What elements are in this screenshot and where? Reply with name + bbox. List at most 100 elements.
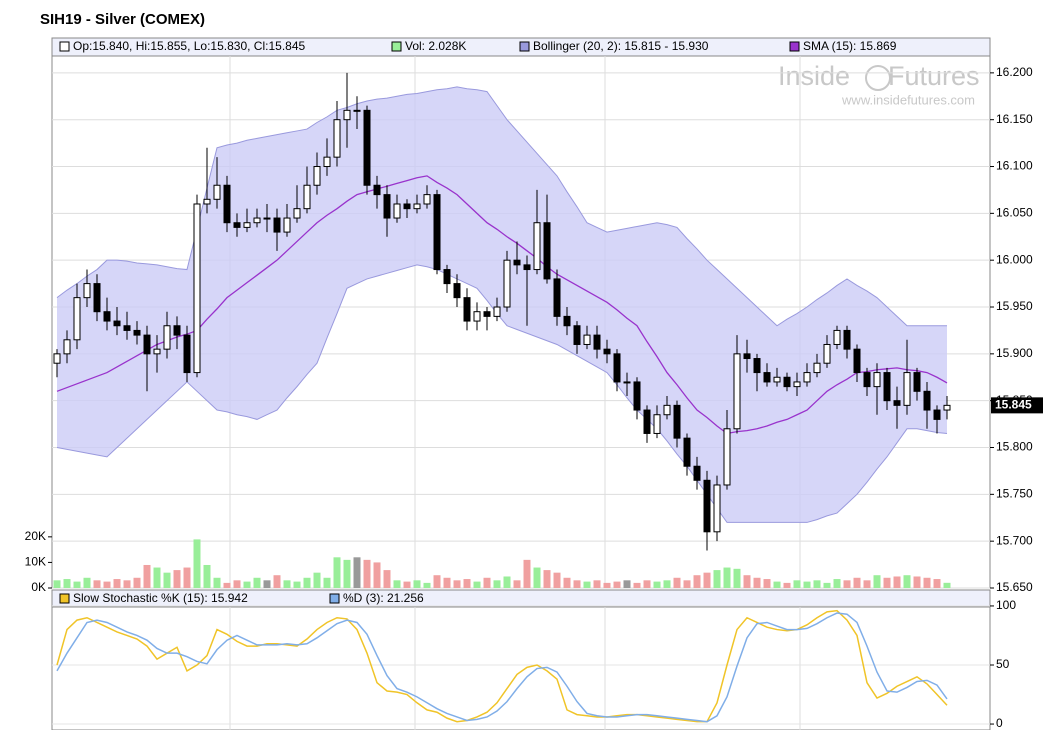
candle-body (273, 217, 281, 233)
candle-body (83, 283, 91, 299)
candle-body (713, 484, 721, 533)
candle-body (393, 203, 401, 219)
y2-tick-label: 0K (31, 580, 46, 594)
legend-label: %D (3): 21.256 (343, 591, 424, 605)
volume-bar (193, 539, 201, 588)
candle-body (673, 404, 681, 439)
y-tick-label: 16.050 (996, 206, 1033, 220)
candle-body (93, 283, 101, 313)
candle-body (433, 194, 441, 271)
candle-body (153, 348, 161, 355)
bollinger-upper (56, 86, 947, 327)
volume-bar (403, 581, 411, 588)
volume-bar (613, 581, 621, 588)
candle-body (483, 311, 491, 317)
y-tick-label: 16.200 (996, 65, 1033, 79)
candle-body (353, 109, 361, 112)
volume-bar (373, 562, 381, 588)
candle-body (843, 329, 851, 350)
candle-body (343, 109, 351, 121)
legend-swatch (391, 41, 402, 52)
legend-label: Bollinger (20, 2): 15.815 - 15.930 (533, 39, 709, 53)
candle-body (573, 325, 581, 345)
watermark-globe (865, 65, 891, 91)
watermark-brand: Futures (888, 61, 980, 91)
candle-body (73, 297, 81, 341)
volume-bar (883, 577, 891, 588)
volume-bar (513, 580, 521, 588)
candle-body (363, 109, 371, 186)
candle-body (313, 166, 321, 186)
candle-body (823, 343, 831, 364)
candle-body (923, 390, 931, 411)
volume-bar (753, 577, 761, 588)
y-tick-label: 15.800 (996, 440, 1033, 454)
candle-body (163, 325, 171, 350)
last-price-box (991, 397, 1043, 414)
candle-body (783, 376, 791, 388)
candle-body (63, 339, 71, 355)
candle-body (693, 465, 701, 481)
bollinger-lower (56, 264, 948, 523)
y-tick-label: 15.900 (996, 346, 1033, 360)
candle-body (333, 119, 341, 158)
volume-bar (633, 582, 641, 588)
candle-body (833, 329, 841, 345)
y-tick-label: 15.700 (996, 533, 1033, 547)
legend-swatch (519, 41, 530, 52)
volume-bar (253, 577, 261, 588)
candle-body (513, 259, 521, 266)
candle-body (143, 334, 151, 355)
candle-body (463, 297, 471, 322)
bollinger-band (57, 86, 947, 523)
candle-body (593, 334, 601, 350)
candle-body (283, 217, 291, 233)
candle-body (303, 184, 311, 210)
candle-body (793, 381, 801, 388)
candle-body (943, 404, 951, 411)
volume-bar (333, 557, 341, 588)
volume-bar (523, 559, 531, 588)
volume-bar (143, 564, 151, 588)
volume-bar (773, 581, 781, 588)
candle-body (183, 334, 191, 374)
candle-body (723, 428, 731, 486)
candle-body (453, 283, 461, 299)
volume-bar (433, 575, 441, 588)
candle-body (873, 372, 881, 388)
candle-body (443, 269, 451, 285)
legend-label: Slow Stochastic %K (15): 15.942 (73, 591, 248, 605)
candle-body (623, 381, 631, 384)
volume-bar (843, 580, 851, 588)
candle-body (383, 194, 391, 219)
volume-bar (473, 581, 481, 588)
volume-bar (293, 581, 301, 588)
volume-bar (173, 570, 181, 588)
candle-body (253, 217, 261, 224)
y-tick-label: 100 (996, 598, 1016, 612)
volume-bar (183, 567, 191, 588)
volume-bar (643, 580, 651, 588)
y2-tick-label: 10K (25, 555, 46, 569)
stochastic-legend-strip (51, 589, 991, 608)
volume-bar (663, 580, 671, 588)
candle-body (113, 320, 121, 327)
volume-bar (483, 577, 491, 588)
candle-body (203, 198, 211, 205)
candle-body (643, 409, 651, 434)
candle-body (603, 348, 611, 355)
volume-bar (353, 557, 361, 588)
volume-bar (273, 575, 281, 588)
candle-body (323, 156, 331, 168)
candle-body (493, 306, 501, 317)
volume-bar (903, 575, 911, 588)
y-tick-label: 15.950 (996, 299, 1033, 313)
candle-body (133, 329, 141, 336)
volume-bar (73, 581, 81, 588)
y-tick-label: 16.100 (996, 159, 1033, 173)
candle-body (933, 409, 941, 420)
candle-body (773, 376, 781, 383)
volume-bar (343, 559, 351, 588)
candle-body (913, 372, 921, 392)
